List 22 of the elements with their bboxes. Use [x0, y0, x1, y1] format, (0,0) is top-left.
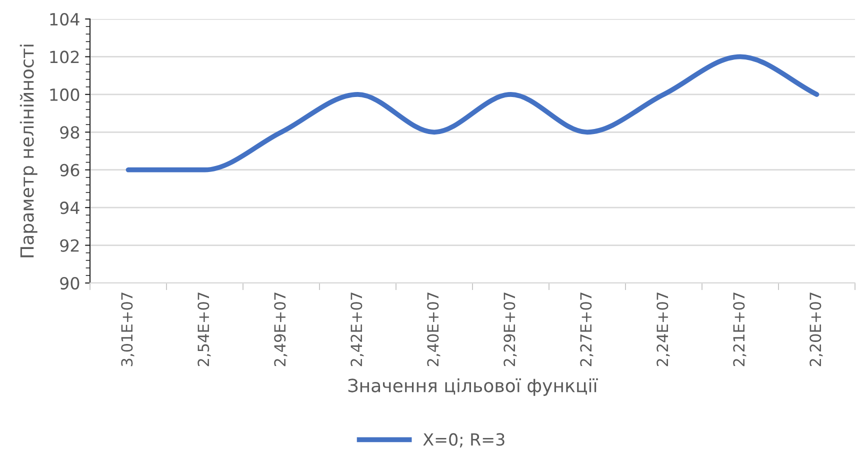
x-tick-label: 2,27E+07 — [580, 292, 594, 366]
y-tick-label: 100 — [50, 88, 80, 101]
x-axis-title: Значення цільової функції — [348, 378, 598, 396]
y-tick-label: 94 — [60, 202, 80, 214]
y-tick-label: 104 — [50, 12, 80, 26]
x-tick-label: 2,29E+07 — [504, 292, 517, 366]
x-tick-label: 2,21E+07 — [733, 292, 746, 366]
y-tick-label: 102 — [50, 50, 79, 64]
x-tick-label: 2,24E+07 — [656, 292, 670, 366]
x-tick-label: 2,42E+07 — [350, 292, 364, 366]
y-axis-title: Параметр нелінійності — [20, 44, 38, 258]
line-series — [126, 54, 820, 172]
x-tick-label: 2,49E+07 — [274, 292, 288, 366]
x-tick-label: 2,54E+07 — [198, 292, 211, 366]
y-tick-label: 96 — [60, 164, 80, 176]
x-tick-label: 2,40E+07 — [427, 292, 440, 366]
legend-label: X=0; R=3 — [423, 433, 504, 448]
x-tick-label: 3,01E+07 — [121, 292, 134, 366]
y-tick-label: 90 — [60, 276, 80, 290]
y-tick-label: 98 — [60, 126, 80, 139]
y-tick-label: 92 — [60, 239, 79, 252]
x-tick-label: 2,20E+07 — [810, 292, 823, 366]
